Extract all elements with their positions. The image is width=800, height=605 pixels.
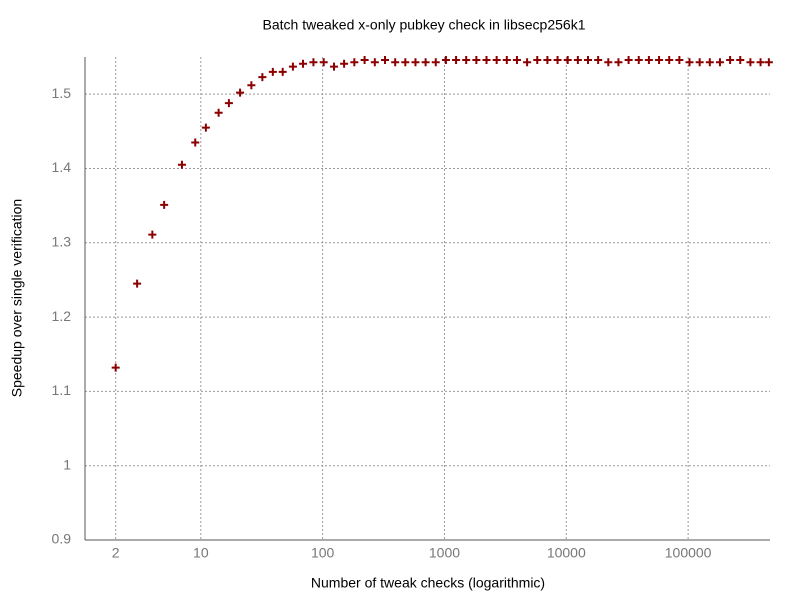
- point: [340, 59, 349, 68]
- point: [177, 160, 186, 169]
- point: [201, 123, 210, 132]
- point: [191, 138, 200, 147]
- point: [370, 58, 379, 67]
- point: [756, 58, 765, 67]
- point: [604, 58, 613, 67]
- point: [452, 55, 461, 64]
- point: [278, 67, 287, 76]
- x-tick-label: 10000: [547, 545, 586, 561]
- point: [472, 55, 481, 64]
- point: [685, 58, 694, 67]
- point: [247, 81, 256, 90]
- point: [214, 108, 223, 117]
- point: [268, 67, 277, 76]
- point: [594, 55, 603, 64]
- point: [391, 58, 400, 67]
- point: [746, 58, 755, 67]
- y-tick-label: 1.1: [52, 382, 72, 398]
- y-tick-label: 1.2: [52, 308, 72, 324]
- point: [133, 279, 142, 288]
- y-tick-label: 1.5: [52, 85, 72, 101]
- point: [665, 55, 674, 64]
- point: [350, 58, 359, 67]
- x-tick-label: 2: [112, 545, 120, 561]
- point: [655, 55, 664, 64]
- point: [644, 55, 653, 64]
- point: [236, 88, 245, 97]
- x-tick-label: 1000: [429, 545, 460, 561]
- point: [258, 73, 267, 82]
- point: [533, 55, 542, 64]
- point: [411, 58, 420, 67]
- point: [512, 55, 521, 64]
- point: [523, 58, 532, 67]
- point: [715, 58, 724, 67]
- x-tick-label: 100: [311, 545, 335, 561]
- point: [421, 58, 430, 67]
- point: [705, 58, 714, 67]
- point: [584, 55, 593, 64]
- chart-title: Batch tweaked x-only pubkey check in lib…: [263, 17, 586, 33]
- point: [401, 58, 410, 67]
- y-tick-label: 1: [63, 456, 71, 472]
- point: [675, 55, 684, 64]
- point: [299, 59, 308, 68]
- point: [462, 55, 471, 64]
- point: [431, 58, 440, 67]
- point: [319, 58, 328, 67]
- point: [381, 55, 390, 64]
- x-axis-label: Number of tweak checks (logarithmic): [311, 575, 545, 591]
- point: [482, 55, 491, 64]
- point: [288, 62, 297, 71]
- point: [614, 58, 623, 67]
- point: [441, 55, 450, 64]
- point: [502, 55, 511, 64]
- point: [148, 230, 157, 239]
- point: [492, 55, 501, 64]
- point: [736, 55, 745, 64]
- point: [160, 200, 169, 209]
- point: [563, 55, 572, 64]
- point: [360, 55, 369, 64]
- y-axis-label: Speedup over single verification: [9, 199, 25, 397]
- point: [634, 55, 643, 64]
- point: [330, 62, 339, 71]
- point: [309, 58, 318, 67]
- y-tick-label: 0.9: [52, 531, 72, 547]
- y-tick-label: 1.3: [52, 233, 72, 249]
- x-tick-label: 10: [193, 545, 209, 561]
- point: [695, 58, 704, 67]
- point: [224, 99, 233, 108]
- point: [111, 363, 120, 372]
- point: [573, 55, 582, 64]
- point: [726, 55, 735, 64]
- point: [543, 55, 552, 64]
- x-tick-label: 100000: [665, 545, 712, 561]
- point: [624, 55, 633, 64]
- point: [764, 58, 773, 67]
- point: [553, 55, 562, 64]
- y-tick-label: 1.4: [52, 159, 72, 175]
